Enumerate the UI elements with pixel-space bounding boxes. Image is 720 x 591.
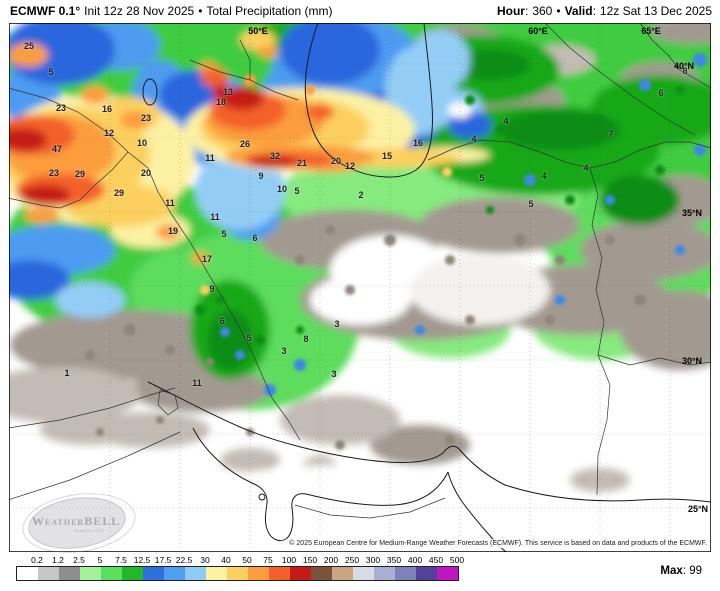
colorbar-tick-label: 250 xyxy=(344,555,360,565)
colorbar-segment xyxy=(164,567,185,580)
colon: : xyxy=(524,4,529,18)
colon: : xyxy=(592,4,596,18)
colorbar-tick-label: 17.5 xyxy=(154,555,172,565)
country-borders xyxy=(9,23,711,519)
colorbar-segment xyxy=(332,567,353,580)
colorbar-tick-label: 150 xyxy=(302,555,318,565)
hour-label: Hour xyxy=(496,4,525,18)
colorbar-segment xyxy=(38,567,59,580)
colorbar-tick-label: 40 xyxy=(221,555,231,565)
valid-label: Valid xyxy=(564,4,593,18)
colorbar-tick-label: 30 xyxy=(200,555,210,565)
colorbar-segment xyxy=(143,567,164,580)
bullet-separator: • xyxy=(198,4,203,18)
colorbar-tick-label: 7.5 xyxy=(115,555,127,565)
graticule-grid xyxy=(9,23,711,552)
hour-value: 360 xyxy=(532,4,553,18)
max-value: 99 xyxy=(689,565,702,577)
precipitation-field-map xyxy=(9,23,711,552)
colorbar-tick-label: 350 xyxy=(386,555,402,565)
colorbar-segment xyxy=(374,567,395,580)
colorbar-tick-label: 75 xyxy=(263,555,273,565)
colorbar-tick-label: 200 xyxy=(323,555,339,565)
colorbar-tick-label: 22.5 xyxy=(175,555,193,565)
colorbar-tick-label: 500 xyxy=(449,555,465,565)
colorbar-segment xyxy=(185,567,206,580)
colorbar-segment xyxy=(290,567,311,580)
colorbar-tick-label: 100 xyxy=(281,555,297,565)
weatherbell-logo: WeatherBELL Analytics LLC xyxy=(18,486,146,560)
ecmwf-attribution: © 2025 European Centre for Medium-Range … xyxy=(286,539,710,548)
valid-value: 12z Sat 13 Dec 2025 xyxy=(599,4,712,18)
map-frame: 25 5 23 16 23 12 10 47 23 29 20 29 11 11 13 18 26 32 21 20 1… xyxy=(8,22,712,560)
colorbar-tick-label: 400 xyxy=(407,555,423,565)
colorbar-segment xyxy=(122,567,143,580)
header-right-title: Hour: 360 • Valid: 12z Sat 13 Dec 2025 xyxy=(497,4,712,18)
logo-wordmark: WeatherBELL xyxy=(32,514,121,528)
colorbar-segment xyxy=(101,567,122,580)
colorbar-tick-label: 12.5 xyxy=(133,555,151,565)
colorbar-segment xyxy=(59,567,80,580)
colorbar-segment xyxy=(395,567,416,580)
colorbar-tick-label: 450 xyxy=(428,555,444,565)
max-value-readout: Max: 99 xyxy=(660,565,702,577)
colorbar-tick-label: 1.2 xyxy=(52,555,64,565)
colorbar-tick-label: 5 xyxy=(97,555,103,565)
colorbar-segment xyxy=(269,567,290,580)
init-time: Init 12z 28 Nov 2025 xyxy=(84,4,195,18)
bullet-separator: • xyxy=(556,4,561,18)
colorbar-tick-row: 0.2 1.2 2.5 5 7.5 12.5 17.5 22.5 30 40 50 75 100 150 2… xyxy=(16,555,464,565)
header-left-title: ECMWF 0.1° Init 12z 28 Nov 2025 • Total Pre… xyxy=(10,4,332,18)
max-label: Max xyxy=(660,565,683,577)
colorbar-tick-label: 2.5 xyxy=(73,555,85,565)
colorbar-segment xyxy=(311,567,332,580)
colorbar-tick-label: 300 xyxy=(365,555,381,565)
colorbar-segment xyxy=(248,567,269,580)
colorbar-segment xyxy=(437,567,458,580)
colorbar-tick-label: 0.2 xyxy=(31,555,43,565)
logo-subtext: Analytics LLC xyxy=(74,528,105,533)
product-name: Total Precipitation (mm) xyxy=(206,4,333,18)
model-name: ECMWF 0.1° xyxy=(10,4,81,18)
precipitation-colorbar xyxy=(16,566,459,581)
colorbar-segment xyxy=(353,567,374,580)
colorbar-tick-label: 50 xyxy=(242,555,252,565)
coastlines xyxy=(142,23,711,552)
colorbar-segment xyxy=(206,567,227,580)
colorbar-segment xyxy=(80,567,101,580)
colorbar-segment xyxy=(227,567,248,580)
header-bar: ECMWF 0.1° Init 12z 28 Nov 2025 • Total Pre… xyxy=(10,4,712,18)
colorbar-segment xyxy=(416,567,437,580)
colon: : xyxy=(682,565,686,577)
colorbar-segment xyxy=(17,567,38,580)
